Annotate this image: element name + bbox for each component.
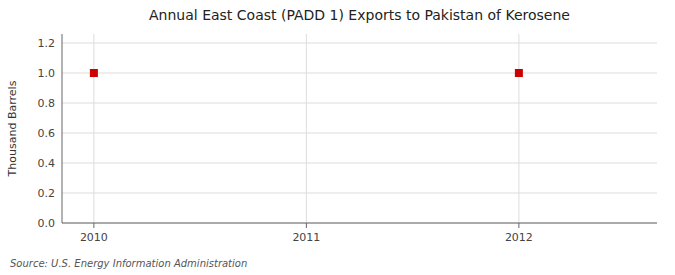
title: Annual East Coast (PADD 1) Exports to Pa… xyxy=(149,7,570,23)
tick-mark xyxy=(93,223,94,228)
grid-line xyxy=(62,43,657,44)
chart: Annual East Coast (PADD 1) Exports to Pa… xyxy=(0,0,675,275)
tick-mark xyxy=(518,223,519,228)
grid-line xyxy=(62,133,657,134)
point xyxy=(515,69,523,77)
grid-line xyxy=(62,223,657,224)
tick-label: 2010 xyxy=(80,231,108,244)
tick-label: 0.6 xyxy=(38,127,56,140)
grid-line xyxy=(62,163,657,164)
tick-label: 1.0 xyxy=(38,67,56,80)
y-axis-label: Thousand Barrels xyxy=(6,80,19,177)
grid-line xyxy=(62,103,657,104)
tick-mark xyxy=(306,223,307,228)
tick-label: 0.4 xyxy=(38,157,56,170)
tick-label: 0.8 xyxy=(38,97,56,110)
chart-container: Annual East Coast (PADD 1) Exports to Pa… xyxy=(0,0,675,275)
x-axis-line xyxy=(62,223,657,224)
tick-label: 0.0 xyxy=(38,217,56,230)
y-axis-line xyxy=(62,34,63,223)
source-note: Source: U.S. Energy Information Administ… xyxy=(10,258,247,269)
point xyxy=(90,69,98,77)
grid xyxy=(62,34,657,223)
tick-label: 0.2 xyxy=(38,187,56,200)
tick-label: 2012 xyxy=(505,231,533,244)
grid-line xyxy=(62,193,657,194)
axes: 0.0 0.2 0.4 0.6 0.8 1.0 1.2 2010 2011 2012 xyxy=(38,34,658,244)
grid-line xyxy=(306,34,307,223)
grid-line xyxy=(93,34,94,223)
points xyxy=(90,69,523,77)
grid-line xyxy=(518,34,519,223)
tick-label: 2011 xyxy=(292,231,320,244)
tick-label: 1.2 xyxy=(38,37,56,50)
grid-line xyxy=(62,73,657,74)
